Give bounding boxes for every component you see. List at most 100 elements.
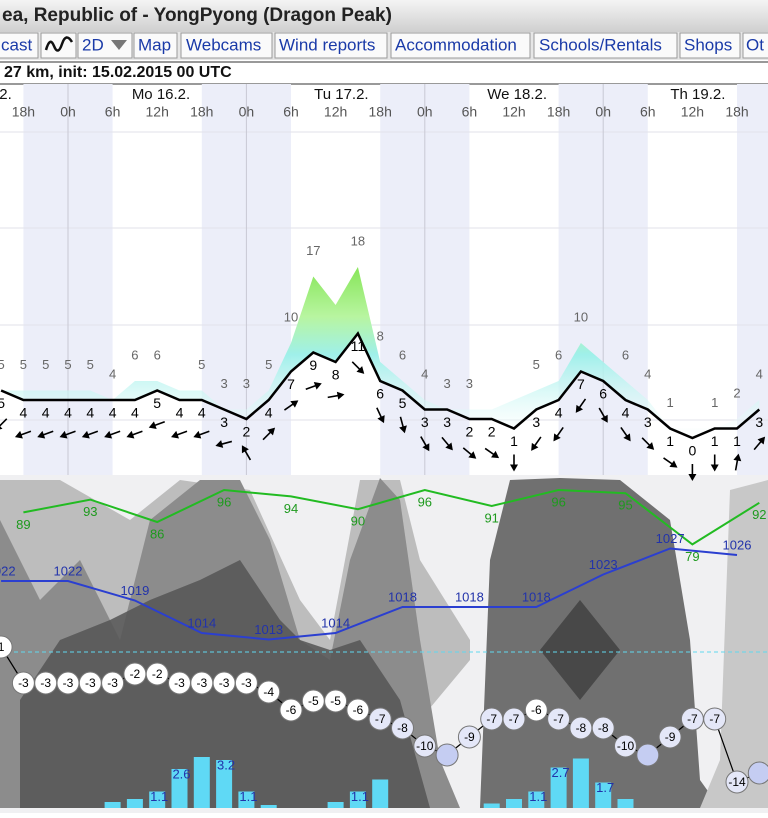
tab[interactable] (180, 32, 273, 59)
header-bar (0, 0, 768, 32)
temperature-point (145, 662, 169, 686)
arrow-head (623, 433, 631, 442)
temperature-label: -3 (241, 676, 252, 690)
wind-speed-label: 8 (332, 367, 340, 383)
wind-speed-label: 6 (376, 386, 384, 402)
tab-icon[interactable] (40, 32, 77, 59)
wind-speed-label: 9 (309, 357, 317, 373)
arrow-head (59, 430, 68, 439)
temperature-point (257, 680, 281, 704)
temperature-label: -3 (63, 676, 74, 690)
tab[interactable] (0, 32, 39, 59)
pressure-label: 1018 (388, 589, 417, 604)
temperature-label: -2 (130, 667, 141, 681)
subtitle: 27 km, init: 15.02.2015 00 UTC (4, 64, 232, 81)
wind-arrow (351, 361, 365, 374)
tab-label[interactable]: Wind reports (279, 35, 375, 54)
wind-speed-label: 5 (0, 395, 5, 411)
tab-label[interactable]: Accommodation (395, 35, 517, 54)
wind-speed-label: 4 (64, 405, 72, 421)
arrow-head (267, 427, 276, 436)
pressure-label: 1022 (54, 563, 83, 578)
temperature-label: -10 (617, 739, 635, 753)
gust-label: 2 (733, 385, 740, 400)
day-label: We 18.2. (487, 86, 547, 103)
tab-label[interactable]: Map (138, 35, 171, 54)
temperature-label: -7 (375, 712, 386, 726)
precip-bar (528, 791, 545, 808)
precip-label: 2.6 (172, 766, 190, 781)
arrow-head (491, 450, 500, 459)
temperature-point (457, 725, 481, 749)
tab-label[interactable]: 2D (82, 35, 104, 54)
arrow-shaft (0, 418, 8, 431)
gust-label: 6 (555, 347, 562, 362)
wind-speed-label: 4 (131, 405, 139, 421)
humidity-label: 90 (351, 514, 365, 529)
wind-speed-label: 4 (109, 405, 117, 421)
precip-bar (193, 757, 210, 808)
humidity-line (23, 488, 760, 546)
arrow-head (510, 464, 518, 472)
tab[interactable] (390, 32, 531, 59)
humidity-label: 93 (83, 504, 97, 519)
hour-label: 6h (462, 104, 478, 120)
humidity-label: 96 (551, 494, 565, 509)
tab-label[interactable]: Shops (684, 35, 732, 54)
temperature-label: -6 (353, 703, 364, 717)
pressure-label: 1014 (321, 615, 350, 630)
pressure-label: 1027 (656, 531, 685, 546)
gust-label: 5 (265, 357, 272, 372)
pressure-label: 1019 (120, 583, 149, 598)
tab-label[interactable]: cast (1, 35, 32, 54)
wind-arrow (598, 407, 608, 423)
day-label: Mo 16.2. (132, 86, 190, 103)
hour-label: 6h (640, 104, 656, 120)
gust-label: 6 (399, 347, 406, 362)
gust-label: 4 (109, 366, 116, 381)
wind-speed-label: 4 (42, 405, 50, 421)
tab[interactable] (742, 32, 768, 59)
gust-label: 4 (421, 366, 428, 381)
arrow-head (0, 423, 3, 431)
temperature-point (279, 698, 303, 722)
precip-label: 1.1 (239, 789, 257, 804)
tab-label[interactable]: Ot (746, 35, 764, 54)
tab-label[interactable]: Webcams (186, 35, 261, 54)
temperature-label: -5 (330, 694, 341, 708)
tab[interactable] (533, 32, 678, 59)
wind-arrow (0, 418, 8, 431)
precip-bar (238, 791, 255, 808)
gust-label: 5 (64, 357, 71, 372)
hour-label: 18h (547, 104, 570, 120)
tab[interactable] (77, 32, 133, 59)
humidity-label: 89 (16, 517, 30, 532)
tab[interactable] (274, 32, 388, 59)
wind-arrow (14, 430, 32, 439)
gust-label: 5 (198, 357, 205, 372)
arrow-head (575, 404, 584, 413)
temperature-point (703, 707, 727, 731)
temperature-label: -14 (728, 775, 746, 789)
tab-label[interactable]: Schools/Rentals (539, 35, 662, 54)
tab[interactable] (133, 32, 178, 59)
wind-speed-label: 3 (220, 414, 228, 430)
cloud-high (700, 480, 768, 808)
temperature-label: -3 (85, 676, 96, 690)
wind-speed-label: 4 (198, 405, 206, 421)
wind-speed-label: 2 (466, 424, 474, 440)
pressure-label: 1023 (589, 557, 618, 572)
precip-bar (572, 758, 589, 808)
hour-label: 12h (502, 104, 525, 120)
tab[interactable] (679, 32, 741, 59)
wind-arrow (193, 430, 210, 439)
wind-speed-label: 1 (666, 433, 674, 449)
hour-label: 18h (12, 104, 35, 120)
gust-label: 1 (666, 395, 673, 410)
precip-label: 1.1 (351, 789, 369, 804)
temperature-point (524, 698, 548, 722)
hour-label: 6h (283, 104, 299, 120)
wind-arrow (575, 398, 587, 413)
wind-arrow (59, 430, 76, 439)
arrow-head (313, 382, 322, 390)
